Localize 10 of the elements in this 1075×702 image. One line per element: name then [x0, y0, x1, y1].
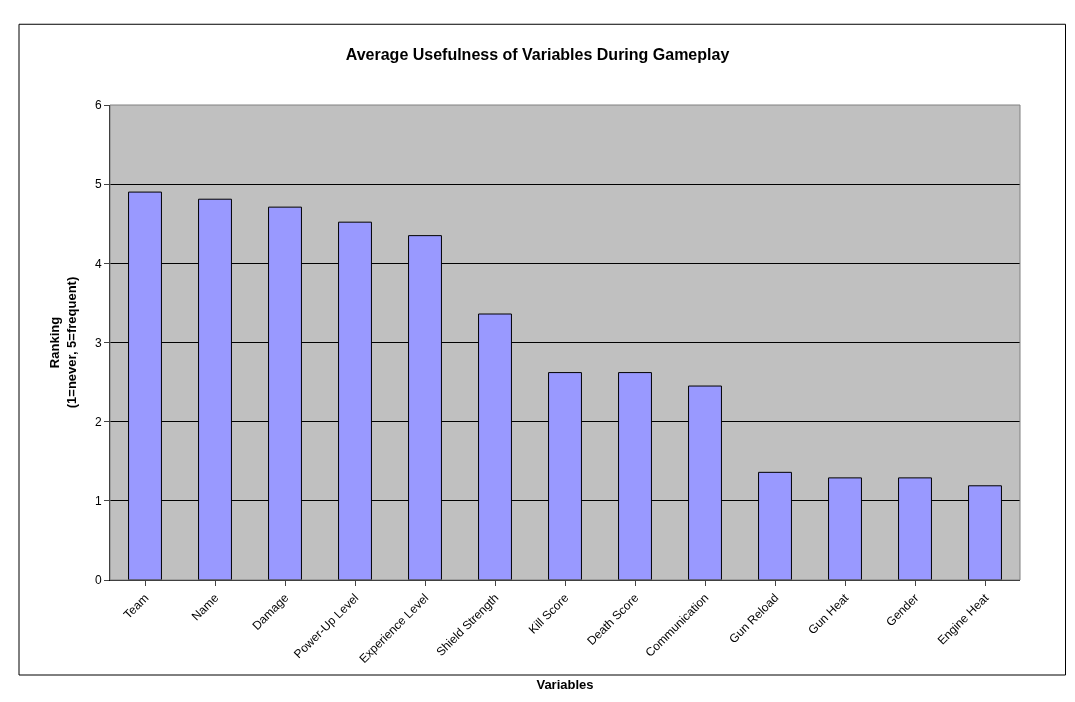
y-tick-label: 1	[94, 494, 102, 509]
y-tick-label: 2	[94, 414, 102, 429]
y-tick-label: 3	[94, 335, 102, 350]
y-axis-title: Ranking (1=never, 5=frequent)	[46, 276, 79, 409]
y-tick-label: 0	[94, 573, 102, 588]
x-axis-title: Variables	[536, 677, 594, 693]
y-tick-label: 5	[94, 177, 102, 192]
chart-title: Average Usefulness of Variables During Gameplay	[345, 46, 730, 64]
y-tick-label: 6	[94, 98, 102, 113]
y-tick-label: 4	[94, 256, 102, 271]
